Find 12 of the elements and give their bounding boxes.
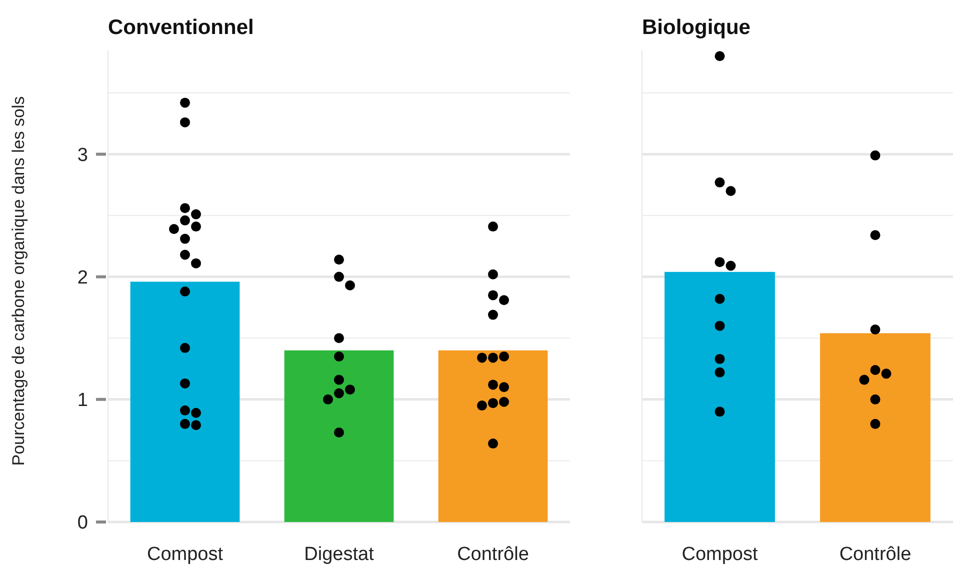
x-tick-label: Compost [682,544,758,565]
y-tick-label: 3 [77,144,88,166]
y-tick-label: 2 [77,267,88,288]
x-tick-label: Digestat [304,544,375,565]
x-tick-label: Contrôle [839,544,912,565]
y-tick-label: 1 [77,390,88,412]
y-axis-title: Pourcentage de carbone organique dans les sols [9,96,28,466]
x-tick-label: Compost [146,544,224,565]
chart-title: Biologique [642,16,750,39]
y-tick-label: 0 [77,512,88,534]
x-tick-label: Contrôle [457,544,529,565]
chart-title: Conventionnel [108,16,254,39]
